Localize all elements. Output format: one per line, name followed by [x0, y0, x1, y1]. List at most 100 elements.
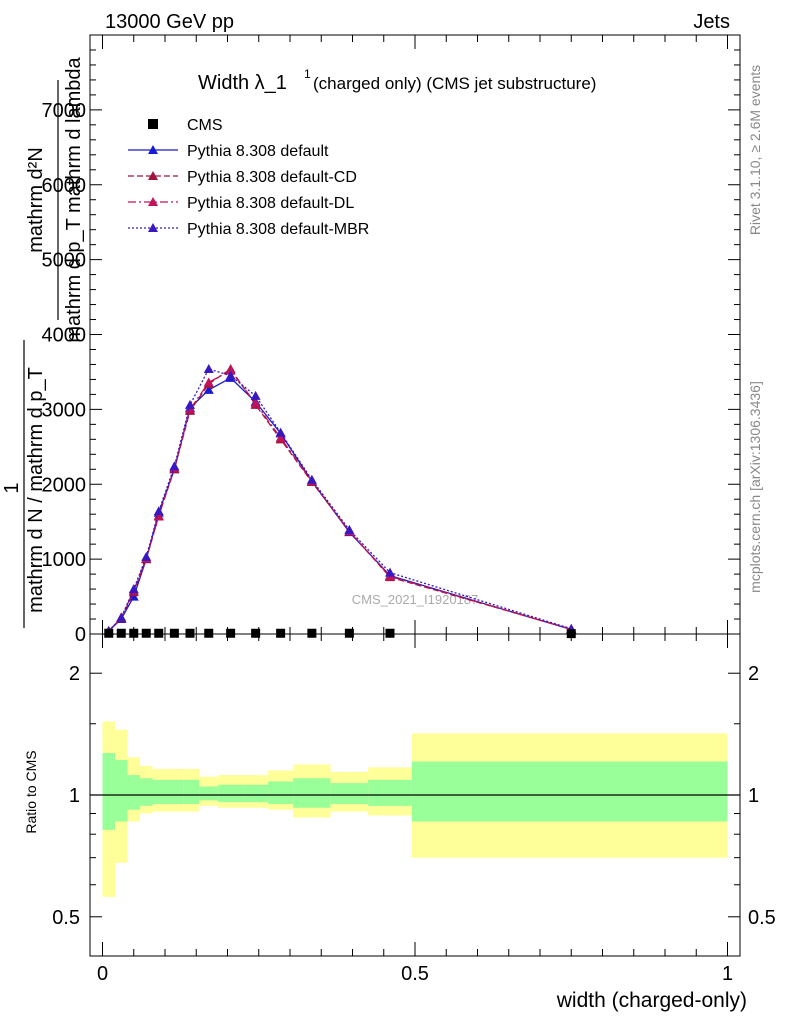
ratio-ytick-label-right: 0.5 — [748, 907, 776, 929]
legend-label: Pythia 8.308 default-CD — [187, 169, 357, 186]
series-marker — [385, 567, 395, 577]
series-marker — [275, 427, 286, 437]
ratio-band-green — [411, 761, 728, 822]
series-marker — [225, 365, 236, 375]
main-ytick-label: 6000 — [42, 175, 87, 197]
ratio-band-green — [243, 784, 269, 803]
legend-marker — [148, 119, 158, 129]
ratio-bands — [102, 721, 728, 897]
series-marker — [250, 398, 261, 408]
ratio-band-green — [268, 781, 294, 805]
cms-marker — [169, 628, 179, 638]
main-ytick-label: 3000 — [42, 399, 87, 421]
xaxis-label: width (charged-only) — [556, 989, 747, 1012]
series-marker — [275, 432, 286, 442]
main-ytick-label: 7000 — [42, 100, 87, 122]
main-plot-title-suffix: (charged only) (CMS jet substructure) — [313, 74, 596, 93]
ratio-band-green — [127, 775, 140, 810]
series-marker — [306, 474, 317, 484]
ratio-band-green — [330, 783, 369, 805]
series-marker — [225, 370, 236, 380]
watermark: CMS_2021_I1920187 — [352, 592, 479, 607]
mcplots-label: mcplots.cern.ch [arXiv:1306.3436] — [747, 381, 763, 593]
main-ytick-label: 1000 — [42, 549, 87, 571]
main-ytick-label: 5000 — [42, 250, 87, 272]
cms-marker — [251, 628, 261, 638]
series-layer — [103, 363, 577, 636]
cms-marker — [129, 628, 139, 638]
legend-label: CMS — [187, 117, 223, 134]
ratio-ytick-label: 0.5 — [52, 907, 80, 929]
main-ytick-label: 2000 — [42, 474, 87, 496]
xtick-label: 1 — [722, 963, 733, 985]
series-marker — [141, 551, 152, 561]
legend-label: Pythia 8.308 default-DL — [187, 195, 354, 212]
series-marker — [344, 524, 355, 534]
xtick-label: 0.5 — [401, 963, 429, 985]
series-marker — [203, 377, 214, 387]
ratio-yticks: 0.5 0.5 1 1 2 2 — [52, 663, 776, 929]
main-ytick-label: 4000 — [42, 325, 87, 347]
legend-label: Pythia 8.308 default-MBR — [187, 221, 369, 238]
ylabel-frac1-bottom: mathrm d p_T mathrm d lambda — [63, 56, 85, 342]
cms-marker — [185, 628, 195, 638]
legend-marker — [148, 197, 158, 206]
legend-marker — [148, 171, 158, 180]
series-marker — [153, 506, 164, 516]
energy-label: 13000 GeV pp — [105, 11, 234, 33]
ratio-band-green — [293, 778, 331, 808]
ratio-band-green — [218, 784, 244, 803]
ratio-band-green — [140, 778, 153, 806]
series-line — [108, 368, 572, 632]
ratio-ylabel: Ratio to CMS — [23, 750, 39, 833]
legend: CMS Pythia 8.308 default Pythia 8.308 defa… — [128, 117, 369, 238]
legend-label: Pythia 8.308 default — [187, 143, 329, 160]
cms-marker — [116, 628, 126, 638]
ratio-ytick-label-right: 1 — [748, 785, 759, 807]
main-plot-title-sup: 1 — [304, 67, 311, 81]
cms-marker — [204, 628, 214, 638]
cms-marker — [385, 628, 395, 638]
main-ytick-label: 0 — [75, 624, 86, 646]
ratio-band-green — [165, 779, 184, 805]
series-marker — [203, 363, 214, 373]
series-marker — [250, 390, 261, 400]
ylabel-frac2-bottom: mathrm d N / mathrm d p_T — [25, 367, 47, 613]
cms-marker — [104, 628, 114, 638]
main-ylabel: mathrm d²N mathrm d p_T mathrm d lambda … — [1, 56, 85, 628]
series-marker — [169, 461, 180, 471]
ratio-band-green — [183, 779, 200, 805]
rivet-label: Rivet 3.1.10, ≥ 2.6M events — [747, 65, 763, 235]
cms-marker — [307, 628, 317, 638]
ratio-ytick-label: 1 — [69, 785, 80, 807]
series-line — [108, 369, 572, 632]
ratio-band-green — [199, 786, 219, 801]
ratio-ytick-label-right: 2 — [748, 663, 759, 685]
process-label: Jets — [693, 11, 730, 33]
ratio-ytick-label: 2 — [69, 663, 80, 685]
series-line — [108, 377, 572, 632]
cms-marker — [226, 628, 236, 638]
series-marker — [116, 612, 127, 622]
cms-marker — [141, 628, 151, 638]
ratio-band-green — [152, 779, 165, 805]
legend-marker — [148, 223, 158, 232]
cms-marker — [276, 628, 286, 638]
main-yticks: 0 1000 2000 3000 4000 5000 6000 7000 — [42, 49, 740, 646]
cms-marker — [344, 628, 354, 638]
ylabel-frac1-top: mathrm d²N — [25, 147, 47, 253]
main-plot-title: Width λ_1 — [198, 72, 287, 94]
series-marker — [153, 511, 164, 521]
cms-marker — [154, 628, 164, 638]
ylabel-frac2-top: 1 — [1, 482, 23, 493]
legend-marker — [148, 145, 158, 154]
ratio-band-green — [368, 779, 412, 806]
ratio-band-green — [102, 753, 115, 830]
series-marker — [185, 399, 195, 409]
series-line — [108, 368, 572, 632]
cms-data-layer — [104, 628, 576, 639]
xtick-label: 0 — [97, 963, 108, 985]
series-marker — [203, 384, 214, 394]
